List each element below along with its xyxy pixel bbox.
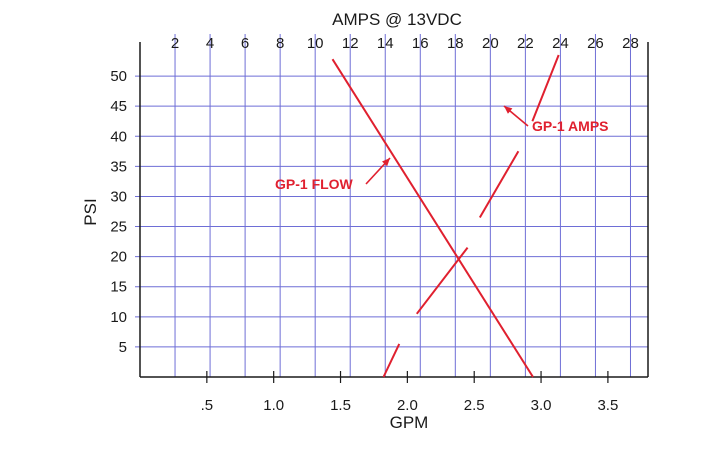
bottom-tick-label: 2.0 [397, 397, 418, 414]
bottom-tick-label: 1.0 [263, 397, 284, 414]
labels: 2 4 6 8 10 12 14 16 18 20 22 24 26 285101520253035404… [110, 35, 639, 414]
top-tick-label: 4 [206, 35, 214, 52]
top-tick-label: 18 [447, 35, 464, 52]
left-tick-label: 50 [110, 68, 127, 85]
top-tick-label: 8 [276, 35, 284, 52]
left-tick-label: 45 [110, 98, 127, 115]
left-tick-label: 10 [110, 309, 127, 326]
left-tick-label: 15 [110, 279, 127, 296]
left-tick-label: 20 [110, 249, 127, 266]
series-label-gp1-amps: GP-1 AMPS [532, 118, 609, 134]
top-tick-label: 10 [307, 35, 324, 52]
leader-arrow-gp1-flow-head [382, 158, 390, 167]
bottom-tick-label: 3.5 [597, 397, 618, 414]
left-tick-label: 5 [119, 339, 127, 356]
left-tick-label: 30 [110, 188, 127, 205]
top-tick-label: 24 [552, 35, 569, 52]
grid [135, 34, 648, 377]
top-tick-label: 12 [342, 35, 359, 52]
top-tick-label: 14 [377, 35, 394, 52]
bottom-tick-label: .5 [201, 397, 214, 414]
top-tick-label: 26 [587, 35, 604, 52]
leader-arrow-gp1-amps-head [504, 106, 513, 114]
series-segment-gp1-amps [415, 246, 469, 315]
left-tick-label: 35 [110, 158, 127, 175]
bottom-axis-title: GPM [390, 413, 429, 432]
top-tick-label: 22 [517, 35, 534, 52]
axes [139, 42, 649, 383]
top-tick-label: 16 [412, 35, 429, 52]
left-tick-label: 40 [110, 128, 127, 145]
top-tick-label: 6 [241, 35, 249, 52]
bottom-tick-label: 2.5 [464, 397, 485, 414]
bottom-tick-label: 1.5 [330, 397, 351, 414]
left-tick-label: 25 [110, 219, 127, 236]
series-lines [331, 54, 560, 378]
left-axis-title: PSI [81, 198, 100, 225]
bottom-tick-label: 3.0 [531, 397, 552, 414]
top-tick-label: 2 [171, 35, 179, 52]
series-segment-gp1-amps [531, 54, 560, 122]
series-segment-gp1-amps [478, 150, 520, 219]
series-line-gp1-flow [331, 58, 534, 378]
top-axis-title: AMPS @ 13VDC [332, 10, 462, 29]
top-tick-label: 20 [482, 35, 499, 52]
top-tick-label: 28 [622, 35, 639, 52]
series-segment-gp1-amps [382, 343, 401, 378]
series-label-gp1-flow: GP-1 FLOW [275, 176, 354, 192]
